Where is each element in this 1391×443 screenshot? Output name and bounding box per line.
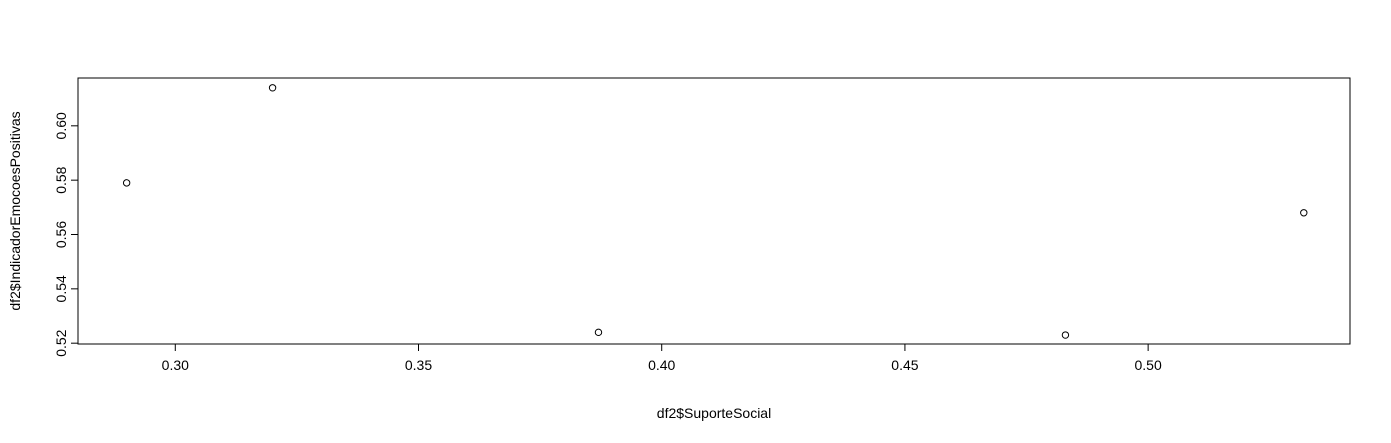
- y-axis-label: df2$IndicadorEmocoesPositivas: [7, 111, 23, 310]
- data-point: [1300, 209, 1308, 217]
- y-axis: 0.52 0.54 0.56 0.58 0.60: [53, 112, 79, 357]
- data-point: [268, 84, 277, 92]
- y-tick-label: 0.54: [53, 275, 69, 302]
- y-tick-label: 0.56: [53, 221, 69, 248]
- data-point: [122, 179, 131, 187]
- y-tick-label: 0.58: [53, 166, 69, 193]
- x-axis-label: df2$SuporteSocial: [657, 405, 771, 421]
- x-tick-label: 0.30: [162, 357, 189, 373]
- plot-frame: [77, 77, 1351, 345]
- data-point: [594, 328, 603, 337]
- y-tick-label: 0.60: [53, 112, 69, 139]
- x-tick-label: 0.40: [648, 357, 675, 373]
- data-points: [122, 84, 1308, 339]
- x-axis: 0.30 0.35 0.40 0.45 0.50: [162, 343, 1162, 373]
- y-tick-label: 0.52: [53, 329, 69, 356]
- data-point: [1061, 331, 1070, 339]
- x-tick-label: 0.50: [1135, 357, 1162, 373]
- x-tick-label: 0.45: [891, 357, 918, 373]
- x-tick-label: 0.35: [405, 357, 432, 373]
